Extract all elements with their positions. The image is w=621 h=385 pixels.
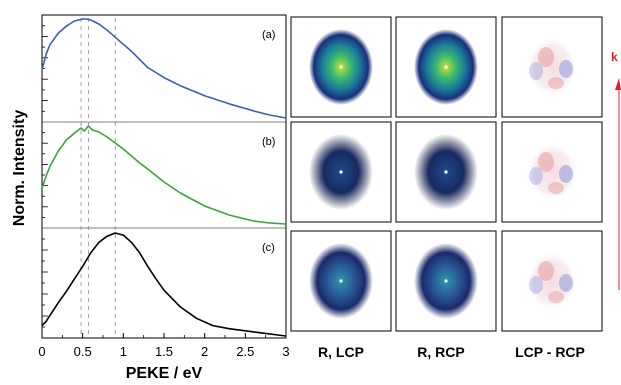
- image-panel-r1-c3: [501, 16, 603, 118]
- panel-tag-b: (b): [262, 136, 275, 148]
- spectra-curves: [41, 18, 287, 337]
- x-tick-label-3: 1.5: [155, 344, 173, 359]
- y-axis-ticks: [42, 25, 48, 328]
- series-line-c: [41, 232, 287, 337]
- x-tick-label-4: 2: [201, 344, 208, 359]
- image-grid: [290, 16, 603, 332]
- image-column-label-r-lcp: R, LCP: [318, 344, 364, 360]
- series-line-a: [41, 18, 287, 119]
- image-panel-r3-c3: [501, 230, 603, 332]
- x-tick-label-0: 0: [38, 344, 45, 359]
- panel-tag-c: (c): [262, 242, 275, 254]
- image-panel-r3-c1: [290, 230, 392, 332]
- y-axis-title: Norm. Intensity: [11, 110, 28, 227]
- image-panel-r2-c2: [395, 121, 497, 223]
- x-tick-label-2: 1: [120, 344, 127, 359]
- x-tick-label-1: 0.5: [74, 344, 92, 359]
- image-panel-r3-c2: [395, 230, 497, 332]
- k-vector-arrow: [615, 78, 621, 290]
- x-tick-label-5: 2.5: [236, 344, 254, 359]
- k-vector-label: k: [611, 50, 618, 64]
- x-axis-title: PEKE / eV: [126, 365, 203, 382]
- image-panel-r2-c3: [501, 121, 603, 223]
- series-line-b: [41, 125, 287, 225]
- panel-tag-a: (a): [262, 29, 275, 41]
- image-panel-r1-c2: [395, 16, 497, 118]
- image-panel-r2-c1: [290, 121, 392, 223]
- reference-lines: [80, 18, 116, 336]
- image-column-label-r-rcp: R, RCP: [417, 344, 464, 360]
- image-panel-r1-c1: [290, 16, 392, 118]
- arrow-head-icon: [615, 78, 621, 90]
- x-tick-label-6: 3: [282, 344, 289, 359]
- image-column-label-lcp-rcp: LCP - RCP: [515, 344, 585, 360]
- x-axis-ticks: 0 0.5 1 1.5 2 2.5 3: [38, 333, 290, 359]
